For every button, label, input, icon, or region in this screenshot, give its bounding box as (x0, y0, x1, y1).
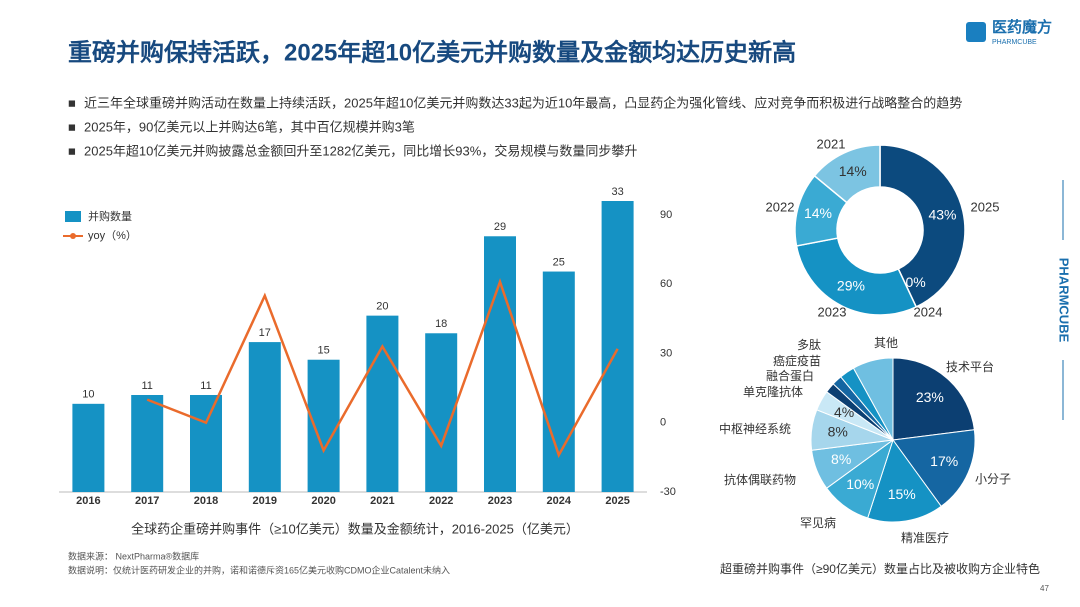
pie-category-label: 其他 (874, 336, 898, 350)
pie-category-label: 技术平台 (946, 359, 994, 374)
pie-value-label: 8% (831, 451, 851, 467)
bar-value-label: 33 (611, 186, 623, 198)
bar (190, 395, 222, 492)
logo-sub: PHARMCUBE (992, 39, 1037, 46)
x-tick-label: 2020 (311, 495, 335, 507)
bar-value-label: 11 (200, 380, 211, 392)
pie-value-label: 8% (828, 424, 848, 440)
donut-value-label: 14% (839, 163, 867, 179)
note: 数据说明：仅统计医药研发企业的并购，诺和诺德斥资165亿美元收购CDMO企业Ca… (68, 564, 450, 575)
page-number: 47 (1040, 584, 1049, 593)
bar (248, 342, 281, 492)
legend-label: 并购数量 (88, 209, 132, 223)
bar-value-label: 20 (376, 301, 388, 313)
pie-category-label: 罕见病 (800, 515, 836, 530)
y2-tick-label: -30 (660, 486, 676, 498)
pie-category-label: 抗体偶联药物 (724, 472, 796, 487)
donut-category-label: 2021 (817, 136, 846, 151)
pie-value-label: 23% (916, 389, 944, 405)
pie-category-label: 小分子 (975, 472, 1011, 486)
x-tick-label: 2019 (253, 495, 277, 507)
bar (542, 271, 575, 492)
donut-category-label: 2024 (914, 304, 943, 319)
logo: 医药魔方 (992, 18, 1052, 36)
pie-category-label: 癌症疫苗 (773, 353, 821, 368)
bar-value-label: 18 (435, 318, 447, 330)
x-tick-label: 2024 (547, 495, 572, 507)
donut-segment (879, 144, 966, 308)
pie-caption: 超重磅并购事件（≥90亿美元）数量占比及被收购方企业特色 (720, 561, 1040, 576)
y2-tick-label: 0 (660, 417, 666, 429)
y2-tick-label: 90 (660, 209, 672, 221)
pie-value-label: 15% (888, 486, 916, 502)
yoy-line (146, 278, 619, 459)
bar-value-label: 25 (553, 256, 565, 268)
bar-value-label: 17 (259, 327, 271, 339)
bullet: 近三年全球重磅并购活动在数量上持续活跃，2025年超10亿美元并购数达33起为近… (84, 95, 962, 110)
x-tick-label: 2025 (605, 495, 629, 507)
donut-value-label: 0% (905, 274, 925, 290)
pie-category-label: 中枢神经系统 (719, 421, 791, 436)
bar (484, 236, 516, 492)
bullet-marker: ■ (68, 95, 76, 110)
y2-tick-label: 60 (660, 278, 672, 290)
bar (72, 403, 105, 492)
bar (601, 201, 634, 492)
source: 数据来源： NextPharma®数据库 (68, 550, 199, 561)
legend-swatch (65, 211, 81, 222)
side-label: PHARMCUBE (1057, 258, 1072, 343)
donut-value-label: 43% (928, 207, 956, 223)
bar-caption: 全球药企重磅并购事件（≥10亿美元）数量及金额统计，2016-2025（亿美元） (131, 521, 579, 536)
pie-slice (867, 438, 942, 523)
pie-slice (852, 357, 894, 441)
y2-tick-label: 30 (660, 347, 672, 359)
bar-value-label: 29 (494, 221, 506, 233)
bar-value-label: 11 (141, 380, 152, 392)
donut-segment (795, 237, 918, 316)
pie-value-label: 10% (846, 476, 874, 492)
bar (307, 359, 340, 492)
pie-category-label: 精准医疗 (901, 531, 949, 545)
donut-segment (813, 144, 881, 204)
pie-category-label: 融合蛋白 (766, 368, 814, 383)
logo-icon (966, 22, 986, 42)
legend-label: yoy（%） (88, 229, 137, 242)
x-tick-label: 2018 (194, 495, 218, 507)
donut-category-label: 2022 (766, 199, 795, 214)
donut-category-label: 2023 (818, 304, 847, 319)
donut-category-label: 2025 (971, 199, 1000, 214)
donut-value-label: 14% (804, 205, 832, 221)
bullet: 2025年超10亿美元并购披露总金额回升至1282亿美元，同比增长93%，交易规… (84, 143, 637, 158)
bullet-marker: ■ (68, 143, 76, 158)
x-tick-label: 2022 (429, 495, 453, 507)
pie-value-label: 17% (930, 453, 958, 469)
bar-value-label: 15 (317, 345, 329, 357)
title: 重磅并购保持活跃，2025年超10亿美元并购数量及金额均达历史新高 (68, 38, 796, 66)
pie-category-label: 单克隆抗体 (743, 384, 803, 399)
bullet: 2025年，90亿美元以上并购达6笔，其中百亿规模并购3笔 (84, 119, 415, 134)
legend-dot (70, 233, 76, 239)
x-tick-label: 2017 (135, 495, 159, 507)
x-tick-label: 2016 (76, 495, 100, 507)
bar (366, 315, 399, 492)
pie-slice (892, 357, 975, 441)
pie-slice (892, 429, 976, 508)
x-tick-label: 2023 (488, 495, 512, 507)
pie-category-label: 多肽 (797, 337, 821, 352)
donut-value-label: 29% (837, 278, 865, 294)
bullet-marker: ■ (68, 119, 76, 134)
bar (131, 395, 164, 492)
bar-value-label: 10 (82, 389, 94, 401)
x-tick-label: 2021 (370, 495, 394, 507)
